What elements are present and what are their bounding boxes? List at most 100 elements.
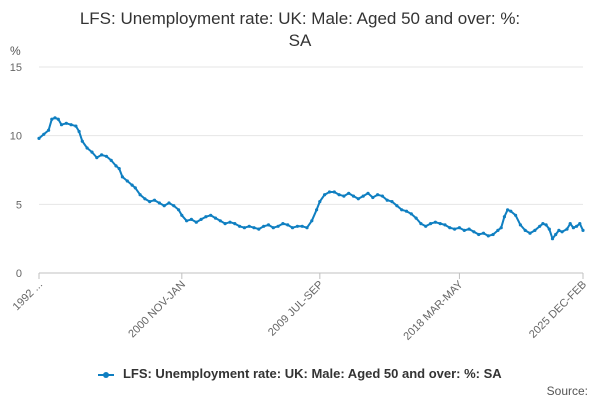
data-point[interactable] bbox=[371, 195, 375, 200]
data-point[interactable] bbox=[424, 224, 428, 228]
data-point[interactable] bbox=[47, 128, 51, 132]
data-point[interactable] bbox=[361, 194, 365, 198]
legend[interactable]: LFS: Unemployment rate: UK: Male: Aged 5… bbox=[0, 366, 600, 381]
data-point[interactable] bbox=[554, 232, 558, 237]
data-point[interactable] bbox=[266, 223, 271, 227]
data-point[interactable] bbox=[523, 228, 527, 232]
data-point[interactable] bbox=[185, 219, 189, 223]
data-point[interactable] bbox=[262, 224, 266, 228]
data-point[interactable] bbox=[95, 156, 99, 160]
data-point[interactable] bbox=[300, 224, 304, 228]
data-point[interactable] bbox=[544, 223, 548, 227]
data-point[interactable] bbox=[162, 204, 166, 208]
data-point[interactable] bbox=[148, 200, 152, 204]
data-point[interactable] bbox=[53, 116, 57, 120]
data-point[interactable] bbox=[581, 228, 585, 232]
data-point[interactable] bbox=[550, 237, 555, 241]
data-point[interactable] bbox=[177, 208, 181, 212]
data-point[interactable] bbox=[130, 183, 134, 187]
data-point[interactable] bbox=[295, 224, 299, 228]
data-point[interactable] bbox=[509, 209, 513, 213]
data-point[interactable] bbox=[114, 164, 118, 168]
data-point[interactable] bbox=[565, 227, 569, 231]
data-point[interactable] bbox=[575, 224, 579, 228]
data-point[interactable] bbox=[109, 158, 113, 162]
data-point[interactable] bbox=[547, 227, 551, 231]
source-label[interactable]: Source: bbox=[546, 384, 588, 398]
data-point[interactable] bbox=[347, 191, 351, 195]
data-point[interactable] bbox=[376, 193, 380, 197]
data-point[interactable] bbox=[257, 227, 261, 231]
data-point[interactable] bbox=[578, 222, 582, 226]
data-point[interactable] bbox=[568, 222, 572, 226]
data-point[interactable] bbox=[560, 230, 564, 234]
data-point[interactable] bbox=[385, 198, 389, 202]
data-point[interactable] bbox=[152, 198, 157, 202]
data-point[interactable] bbox=[157, 201, 161, 205]
data-point[interactable] bbox=[414, 216, 418, 220]
data-point[interactable] bbox=[223, 222, 227, 226]
data-point[interactable] bbox=[104, 154, 108, 158]
data-point[interactable] bbox=[120, 175, 124, 179]
data-point[interactable] bbox=[453, 227, 457, 231]
data-point[interactable] bbox=[204, 215, 208, 219]
data-point[interactable] bbox=[213, 216, 218, 220]
data-point[interactable] bbox=[218, 219, 222, 223]
data-point[interactable] bbox=[429, 222, 433, 226]
data-point[interactable] bbox=[228, 220, 232, 224]
data-point[interactable] bbox=[305, 226, 309, 230]
data-point[interactable] bbox=[541, 222, 545, 226]
data-point[interactable] bbox=[502, 215, 506, 219]
data-point[interactable] bbox=[462, 228, 466, 232]
data-point[interactable] bbox=[37, 136, 41, 140]
data-point[interactable] bbox=[438, 222, 442, 226]
data-point[interactable] bbox=[457, 226, 461, 230]
data-point[interactable] bbox=[472, 230, 476, 234]
data-point[interactable] bbox=[486, 234, 490, 238]
data-point[interactable] bbox=[233, 222, 237, 226]
data-point[interactable] bbox=[528, 231, 532, 235]
data-point[interactable] bbox=[366, 191, 370, 195]
data-point[interactable] bbox=[538, 224, 542, 228]
data-point[interactable] bbox=[85, 146, 89, 150]
data-point[interactable] bbox=[310, 219, 314, 223]
data-point[interactable] bbox=[69, 123, 73, 127]
data-point[interactable] bbox=[281, 222, 285, 226]
data-point[interactable] bbox=[433, 220, 437, 224]
data-point[interactable] bbox=[356, 197, 360, 201]
data-point[interactable] bbox=[199, 217, 203, 221]
data-point[interactable] bbox=[390, 200, 394, 204]
data-point[interactable] bbox=[533, 228, 537, 232]
data-point[interactable] bbox=[180, 213, 184, 217]
data-point[interactable] bbox=[286, 223, 290, 227]
data-point[interactable] bbox=[56, 117, 60, 121]
data-point[interactable] bbox=[409, 212, 413, 216]
data-point[interactable] bbox=[496, 228, 500, 232]
data-point[interactable] bbox=[506, 208, 510, 212]
data-point[interactable] bbox=[276, 224, 280, 228]
data-point[interactable] bbox=[481, 231, 486, 235]
data-point[interactable] bbox=[443, 223, 447, 227]
data-point[interactable] bbox=[499, 226, 503, 230]
data-point[interactable] bbox=[395, 204, 399, 208]
data-point[interactable] bbox=[242, 226, 246, 230]
data-point[interactable] bbox=[100, 153, 104, 157]
data-point[interactable] bbox=[64, 121, 68, 125]
data-point[interactable] bbox=[290, 226, 295, 230]
data-point[interactable] bbox=[315, 208, 319, 212]
data-point[interactable] bbox=[238, 224, 242, 228]
data-point[interactable] bbox=[172, 204, 176, 208]
data-point[interactable] bbox=[133, 186, 137, 190]
data-point[interactable] bbox=[42, 132, 46, 136]
data-point[interactable] bbox=[380, 194, 384, 198]
data-point[interactable] bbox=[337, 193, 341, 197]
data-point[interactable] bbox=[74, 124, 78, 128]
data-point[interactable] bbox=[318, 200, 322, 204]
data-point[interactable] bbox=[138, 193, 142, 197]
data-point[interactable] bbox=[271, 226, 275, 230]
data-point[interactable] bbox=[117, 167, 121, 171]
data-point[interactable] bbox=[77, 129, 81, 134]
data-point[interactable] bbox=[327, 190, 332, 194]
data-point[interactable] bbox=[404, 209, 409, 213]
data-point[interactable] bbox=[571, 226, 576, 230]
